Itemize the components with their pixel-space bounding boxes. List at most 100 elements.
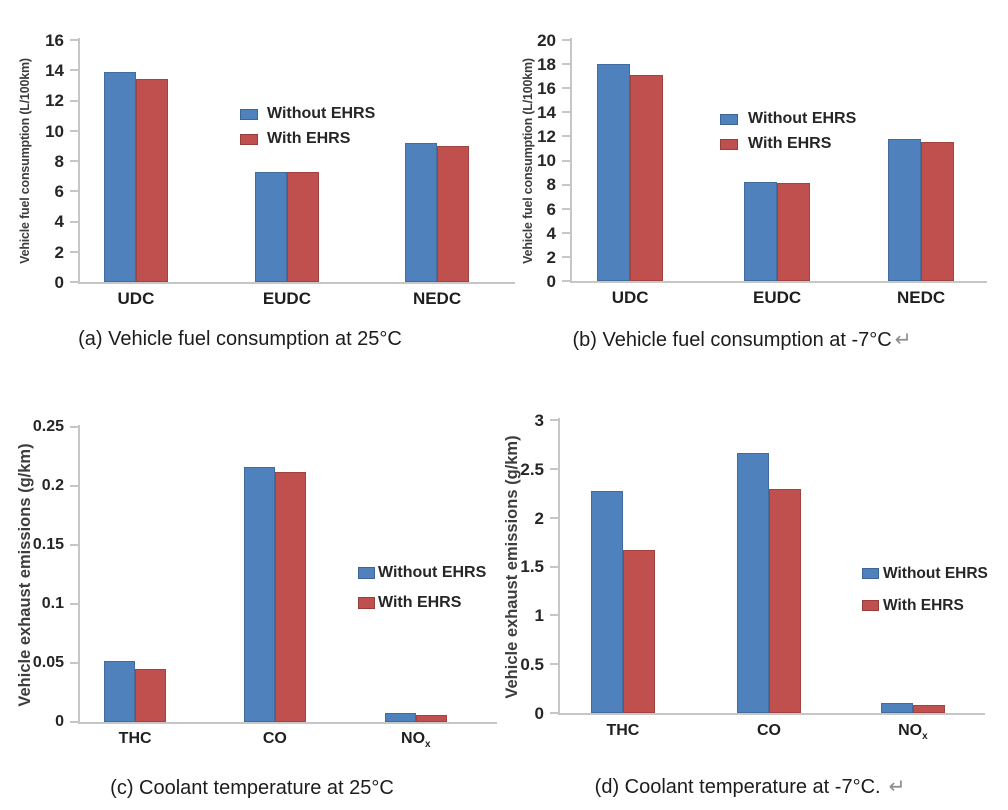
y-tick-label: 14 xyxy=(45,61,64,81)
y-tick-label: 12 xyxy=(537,127,556,147)
bar-without-ehrs-eudc xyxy=(254,171,287,282)
y-tick-label: 0.2 xyxy=(41,477,64,495)
category-label-udc: UDC xyxy=(611,288,649,307)
legend-item-with-ehrs: With EHRS xyxy=(358,595,461,611)
y-tick-label: 2 xyxy=(546,247,556,267)
y-tick-mark xyxy=(70,721,78,723)
category-label-co: CO xyxy=(262,730,287,747)
y-tick-mark xyxy=(70,129,78,132)
y-tick-mark xyxy=(70,485,78,487)
y-tick-label: 4 xyxy=(546,223,556,243)
y-tick-mark xyxy=(562,39,570,41)
y-tick-mark xyxy=(70,160,78,162)
panel-caption-d: (d) Coolant temperature at -7°C. ↵ xyxy=(595,774,906,799)
x-axis xyxy=(78,282,515,284)
category-label-nedc: NEDC xyxy=(896,288,946,307)
legend-item-with-ehrs: With EHRS xyxy=(240,131,350,147)
y-tick-mark xyxy=(562,135,570,138)
return-mark-icon: ↵ xyxy=(888,774,906,798)
y-axis xyxy=(558,418,560,713)
legend-label: With EHRS xyxy=(267,130,351,147)
legend-label: Without EHRS xyxy=(267,105,376,122)
bar-without-ehrs-nox xyxy=(880,703,913,713)
y-tick-label: 0.1 xyxy=(41,595,64,613)
y-tick-mark xyxy=(562,255,570,258)
category-label-eudc: EUDC xyxy=(262,289,311,308)
y-tick-mark xyxy=(550,565,558,568)
category-label-nedc: NEDC xyxy=(412,289,462,308)
bar-without-ehrs-udc xyxy=(597,64,631,281)
legend-label: Without EHRS xyxy=(748,110,857,127)
bar-without-ehrs-eudc xyxy=(744,182,778,281)
legend-item-with-ehrs: With EHRS xyxy=(720,136,831,152)
category-label-udc: UDC xyxy=(117,289,155,308)
y-tick-label: 1.5 xyxy=(520,557,544,577)
bar-with-ehrs-eudc xyxy=(777,182,811,281)
panel-caption-c: (c) Coolant temperature at 25°C xyxy=(110,776,394,800)
category-label-co: CO xyxy=(756,722,781,739)
legend-label: With EHRS xyxy=(748,135,832,152)
y-tick-label: 4 xyxy=(54,212,64,232)
legend-label: Without EHRS xyxy=(378,564,487,581)
y-tick-mark xyxy=(70,544,78,546)
y-tick-label: 0 xyxy=(546,271,556,291)
y-tick-mark xyxy=(70,69,78,72)
legend-swatch-with-ehrs xyxy=(720,138,738,150)
y-tick-label: 0 xyxy=(55,713,64,731)
y-tick-label: 2 xyxy=(54,242,64,262)
y-tick-label: 2.5 xyxy=(520,459,544,479)
y-tick-label: 2 xyxy=(534,508,544,528)
y-tick-label: 0.5 xyxy=(520,655,544,674)
legend-label: Without EHRS xyxy=(883,565,988,582)
legend-swatch-with-ehrs xyxy=(358,597,375,609)
panel-caption-text: (a) Vehicle fuel consumption at 25°C xyxy=(78,328,402,350)
bar-with-ehrs-udc xyxy=(630,74,664,281)
return-mark-icon: ↵ xyxy=(894,327,912,351)
bar-with-ehrs-nox xyxy=(415,714,447,722)
y-tick-label: 3 xyxy=(534,410,544,430)
y-tick-mark xyxy=(550,712,558,714)
y-tick-mark xyxy=(70,426,78,428)
legend-item-without-ehrs: Without EHRS xyxy=(720,111,856,127)
y-tick-mark xyxy=(70,190,78,193)
y-tick-mark xyxy=(562,87,570,90)
bar-with-ehrs-thc xyxy=(135,668,167,722)
panel-caption-b: (b) Vehicle fuel consumption at -7°C ↵ xyxy=(572,327,911,352)
y-tick-label: 10 xyxy=(45,121,64,141)
bar-with-ehrs-co xyxy=(274,471,306,722)
y-tick-mark xyxy=(550,516,558,519)
y-axis-title: Vehicle exhaust emissions (g/km) xyxy=(502,434,521,699)
x-axis xyxy=(78,722,497,724)
y-tick-mark xyxy=(562,159,570,162)
legend-item-without-ehrs: Without EHRS xyxy=(358,565,486,581)
y-axis xyxy=(78,38,80,282)
y-tick-label: 12 xyxy=(45,91,64,111)
panel-caption-text: (b) Vehicle fuel consumption at -7°C xyxy=(572,329,892,351)
bar-without-ehrs-nedc xyxy=(405,142,438,282)
category-label-thc: THC xyxy=(118,730,152,747)
legend-swatch-without-ehrs xyxy=(358,567,375,579)
y-tick-mark xyxy=(562,63,570,66)
y-tick-label: 18 xyxy=(537,54,556,74)
category-label-thc: THC xyxy=(606,722,640,739)
y-tick-label: 16 xyxy=(45,30,64,50)
bar-with-ehrs-nedc xyxy=(921,142,955,281)
bar-without-ehrs-thc xyxy=(104,660,136,722)
y-tick-mark xyxy=(70,603,78,605)
y-tick-mark xyxy=(550,467,558,470)
y-tick-mark xyxy=(562,207,570,210)
y-tick-mark xyxy=(550,663,558,666)
category-label-eudc: EUDC xyxy=(752,288,802,307)
y-tick-mark xyxy=(550,614,558,617)
bar-without-ehrs-co xyxy=(243,467,275,722)
bar-with-ehrs-co xyxy=(768,489,801,713)
y-tick-label: 0 xyxy=(54,272,64,292)
y-tick-mark xyxy=(562,111,570,114)
bar-without-ehrs-nedc xyxy=(888,138,922,281)
bar-with-ehrs-udc xyxy=(135,79,168,282)
y-tick-label: 0 xyxy=(534,703,544,723)
y-tick-label: 16 xyxy=(537,79,556,99)
y-tick-mark xyxy=(562,231,570,234)
x-axis xyxy=(558,713,985,715)
